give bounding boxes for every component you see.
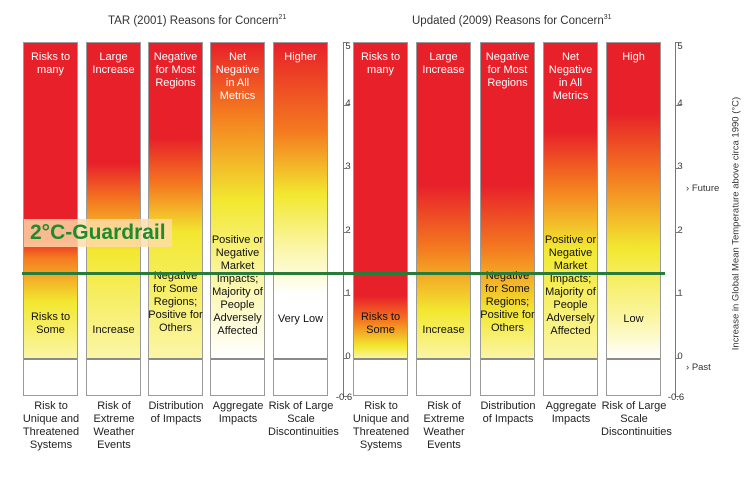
right-bar-3-top-label: Negative for Most Regions: [485, 51, 530, 89]
right-bar-1-mid-label: Risks to Some: [360, 311, 401, 336]
right-tick-mark: [676, 168, 681, 170]
middle-tick-mark: [344, 294, 349, 296]
right-tick-label: 5: [677, 41, 683, 52]
middle-tick-label: 5: [345, 41, 351, 52]
left-bar-2-top-label: Large Increase: [92, 51, 135, 76]
middle-tick-label: 0: [345, 351, 351, 363]
left-panel-title: TAR (2001) Reasons for Concern21: [108, 14, 287, 27]
right-panel-title: Updated (2009) Reasons for Concern31: [412, 14, 612, 27]
right-bar-5-category: Risk of Large Scale Discontinuities: [601, 400, 672, 438]
right-bar-5-zero-line: [607, 358, 660, 361]
right-tick-mark: [676, 105, 681, 107]
middle-tick-label: -0.6: [335, 392, 353, 403]
left-bar-4-category: Aggregate Impacts: [212, 400, 264, 425]
right-bar-5-mid-label: Low: [623, 313, 644, 325]
right-bar-4: [543, 42, 598, 396]
right-bar-2-mid-label: Increase: [422, 324, 465, 336]
left-bar-4-mid-label: Positive or Negative Market Impacts; Maj…: [211, 234, 264, 337]
right-bar-3-category: Distribution of Impacts: [480, 400, 536, 425]
left-bar-1-category: Risk to Unique and Threatened Systems: [22, 400, 80, 451]
guardrail-label: 2°C-Guardrail: [24, 219, 172, 247]
right-bar-2-zero-line: [417, 358, 470, 361]
guardrail-line: [22, 271, 665, 275]
right-bar-1-top-label: Risks to many: [360, 51, 401, 76]
middle-tick-label: 1: [345, 287, 351, 299]
right-tick-label: 1: [677, 287, 683, 299]
left-bar-4-gradient: [211, 43, 264, 360]
right-bar-4-category: Aggregate Impacts: [545, 400, 597, 425]
left-bar-3-mid-label: Negative for Some Regions; Positive for …: [148, 270, 203, 334]
middle-axis-line: [343, 42, 344, 396]
left-bar-4-top-label: Net Negative in All Metrics: [215, 51, 260, 102]
left-bar-4-zero-line: [211, 358, 264, 361]
left-bar-5-category: Risk of Large Scale Discontinuities: [268, 400, 339, 438]
left-bar-4: [210, 42, 265, 396]
right-tick-label: 2: [677, 224, 683, 236]
right-tick-label: 0: [677, 351, 683, 363]
right-bar-3-gradient: [481, 43, 534, 360]
right-tick-mark: [676, 231, 681, 233]
left-bar-5: [273, 42, 328, 396]
right-axis-line: [675, 42, 676, 396]
left-bar-3-category: Distribution of Impacts: [148, 400, 204, 425]
left-bar-2-gradient: [87, 43, 140, 360]
left-bar-1-mid-label: Risks to Some: [30, 311, 71, 336]
right-bar-3: [480, 42, 535, 396]
past-bracket-label: › Past: [686, 362, 711, 373]
left-bar-5-mid-label: Very Low: [277, 313, 324, 325]
middle-tick-mark: [344, 358, 349, 360]
right-bar-4-gradient: [544, 43, 597, 360]
left-bar-3-zero-line: [149, 358, 202, 361]
y-axis-title: Increase in Global Mean Temperature abov…: [730, 96, 742, 351]
right-tick-mark: [676, 396, 681, 397]
right-bar-5-gradient: [607, 43, 660, 360]
left-bar-2-category: Risk of Extreme Weather Events: [93, 400, 135, 451]
middle-tick-label: 3: [345, 161, 351, 173]
right-bar-5-top-label: High: [622, 51, 645, 63]
middle-tick-mark: [344, 42, 349, 43]
left-bar-2-zero-line: [87, 358, 140, 361]
middle-tick-mark: [344, 105, 349, 107]
left-bar-1-gradient: [24, 43, 77, 360]
right-bar-1-gradient: [354, 43, 407, 360]
right-tick-label: 4: [677, 98, 683, 110]
right-bar-4-zero-line: [544, 358, 597, 361]
middle-tick-label: 2: [345, 224, 351, 236]
middle-tick-label: 4: [345, 98, 351, 110]
middle-tick-mark: [344, 168, 349, 170]
right-tick-label: -0.6: [667, 392, 685, 403]
right-bar-2-category: Risk of Extreme Weather Events: [423, 400, 465, 451]
right-tick-mark: [676, 42, 681, 43]
right-bar-1-category: Risk to Unique and Threatened Systems: [352, 400, 410, 451]
right-bar-1: [353, 42, 408, 396]
right-bar-5: [606, 42, 661, 396]
right-bar-2: [416, 42, 471, 396]
right-bar-4-mid-label: Positive or Negative Market Impacts; Maj…: [544, 234, 597, 337]
right-bar-2-top-label: Large Increase: [422, 51, 465, 76]
left-bar-3-top-label: Negative for Most Regions: [153, 51, 198, 89]
middle-tick-mark: [344, 396, 349, 397]
middle-tick-mark: [344, 231, 349, 233]
right-bar-1-zero-line: [354, 358, 407, 361]
future-bracket-label: › Future: [686, 183, 720, 194]
left-bar-5-zero-line: [274, 358, 327, 361]
left-bar-1-zero-line: [24, 358, 77, 361]
right-bar-2-gradient: [417, 43, 470, 360]
right-bar-3-mid-label: Negative for Some Regions; Positive for …: [480, 270, 535, 334]
left-bar-2-mid-label: Increase: [92, 324, 135, 336]
right-bar-3-zero-line: [481, 358, 534, 361]
left-bar-5-gradient: [274, 43, 327, 360]
left-bar-1-top-label: Risks to many: [30, 51, 71, 76]
left-bar-5-top-label: Higher: [284, 51, 317, 63]
right-tick-mark: [676, 294, 681, 296]
right-bar-4-top-label: Net Negative in All Metrics: [548, 51, 593, 102]
right-tick-label: 3: [677, 161, 683, 173]
left-bar-3-gradient: [149, 43, 202, 360]
right-tick-mark: [676, 358, 681, 360]
